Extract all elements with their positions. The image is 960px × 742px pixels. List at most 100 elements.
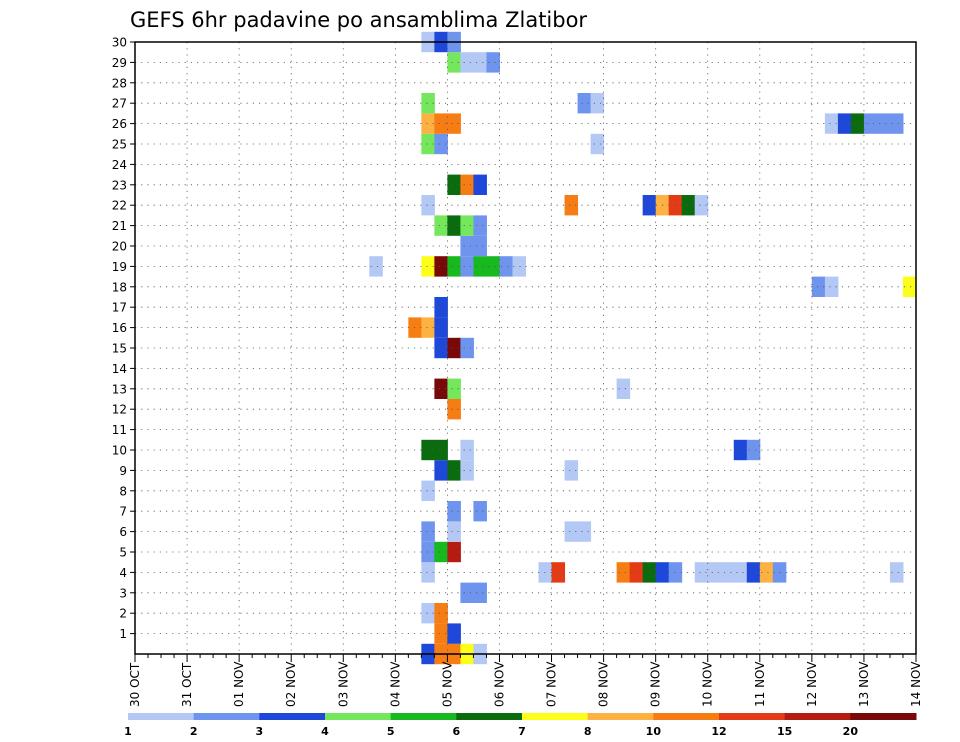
x-tick-label: 06 NOV <box>492 661 506 707</box>
y-tick-label: 12 <box>112 403 127 417</box>
x-tick-label: 05 NOV <box>440 661 454 707</box>
heatmap-cell <box>876 113 891 134</box>
y-tick-label: 16 <box>112 321 127 335</box>
colorbar: 1 2 3 4 5 6 7 8 10 12 15 20 <box>124 713 917 738</box>
heatmap-cell <box>421 195 435 216</box>
heatmap-cell <box>447 113 461 134</box>
y-tick-label: 30 <box>112 36 127 50</box>
heatmap-cell <box>473 501 487 522</box>
y-tick-label: 13 <box>112 382 127 396</box>
heatmap-cell <box>421 603 435 624</box>
heatmap-cell <box>434 460 448 481</box>
data-cells <box>369 31 917 665</box>
colorbar-label: 15 <box>777 725 792 738</box>
heatmap-cell <box>811 276 826 297</box>
heatmap-cell <box>850 113 865 134</box>
heatmap-cell <box>577 521 592 542</box>
colorbar-swatch <box>653 713 720 720</box>
x-tick-label: 01 NOV <box>232 661 246 707</box>
x-tick-label: 30 OCT <box>128 662 142 707</box>
heatmap-cell <box>486 256 500 277</box>
heatmap-cell <box>421 521 435 542</box>
y-tick-label: 1 <box>119 627 127 641</box>
heatmap-cell <box>434 623 448 644</box>
y-tick-label: 7 <box>119 505 127 519</box>
y-tick-label: 24 <box>112 158 127 172</box>
heatmap-cell <box>421 439 435 461</box>
x-tick-label: 13 NOV <box>857 661 871 707</box>
heatmap-cell <box>447 256 461 277</box>
y-tick-label: 28 <box>112 76 127 90</box>
heatmap-cell <box>616 562 631 583</box>
colorbar-swatch <box>128 713 195 720</box>
y-tick-label: 17 <box>112 301 127 315</box>
colorbar-label: 12 <box>711 725 726 738</box>
heatmap-cell <box>434 133 448 155</box>
heatmap-cell <box>447 337 461 359</box>
heatmap-cell <box>447 378 461 399</box>
heatmap-cell <box>434 439 448 461</box>
heatmap-cell <box>434 256 448 277</box>
heatmap-cell <box>681 195 696 216</box>
colorbar-swatch <box>325 713 392 720</box>
colorbar-swatch <box>259 713 326 720</box>
heatmap-cell <box>473 582 487 603</box>
y-tick-label: 18 <box>112 280 127 294</box>
heatmap-cell <box>434 297 448 318</box>
heatmap-cell <box>447 174 461 195</box>
heatmap-cell <box>473 256 487 277</box>
heatmap-cell <box>421 256 435 277</box>
heatmap-cell <box>590 133 605 155</box>
heatmap-cell <box>421 133 435 155</box>
heatmap-cell <box>473 52 487 73</box>
x-tick-label: 08 NOV <box>597 661 611 707</box>
colorbar-swatch <box>522 713 589 720</box>
y-tick-label: 6 <box>119 525 127 539</box>
colorbar-label: 4 <box>321 725 329 738</box>
y-tick-label: 20 <box>112 240 127 254</box>
heatmap-cell <box>889 562 904 583</box>
heatmap-cell <box>447 521 461 542</box>
colorbar-swatch <box>784 713 851 720</box>
heatmap-cell <box>434 603 448 624</box>
x-axis: 30 OCT 31 OCT 01 NOV 02 NOV 03 NOV 04 NOV 05 N… <box>128 654 923 707</box>
heatmap-cell <box>421 541 435 563</box>
y-tick-label: 29 <box>112 56 127 70</box>
heatmap-cell <box>590 93 605 114</box>
heatmap-cell <box>421 562 435 583</box>
y-tick-label: 9 <box>119 464 127 478</box>
heatmap-cell <box>460 337 474 359</box>
heatmap-cell <box>369 256 383 277</box>
heatmap-cell <box>434 378 448 399</box>
heatmap-cell <box>421 113 435 134</box>
heatmap-cell <box>473 235 487 257</box>
heatmap-cell <box>746 562 761 583</box>
heatmap-cell <box>577 93 592 114</box>
colorbar-label: 3 <box>256 725 264 738</box>
y-tick-label: 8 <box>119 484 127 498</box>
colorbar-label: 10 <box>646 725 662 738</box>
heatmap-cell <box>460 439 474 461</box>
chart-title: GEFS 6hr padavine po ansamblima Zlatibor <box>130 8 587 32</box>
heatmap-cell <box>447 541 461 563</box>
colorbar-swatch <box>193 713 260 720</box>
heatmap-cell <box>746 439 761 461</box>
heatmap-cell <box>434 541 448 563</box>
heatmap-cell <box>473 215 487 236</box>
y-tick-label: 4 <box>119 566 127 580</box>
y-tick-label: 19 <box>112 260 127 274</box>
heatmap-cell <box>772 562 787 583</box>
y-axis: 1234567891011121314151617181920212223242… <box>112 36 135 641</box>
colorbar-label: 8 <box>584 725 592 738</box>
heatmap-cell <box>460 256 474 277</box>
x-tick-label: 14 NOV <box>909 661 923 707</box>
x-tick-label: 31 OCT <box>180 662 194 707</box>
y-tick-label: 23 <box>112 178 127 192</box>
colorbar-swatch <box>850 713 917 720</box>
heatmap-cell <box>720 562 735 583</box>
heatmap-cell <box>460 582 474 603</box>
colorbar-swatch <box>719 713 786 720</box>
heatmap-cell <box>460 215 474 236</box>
colorbar-swatch <box>587 713 654 720</box>
